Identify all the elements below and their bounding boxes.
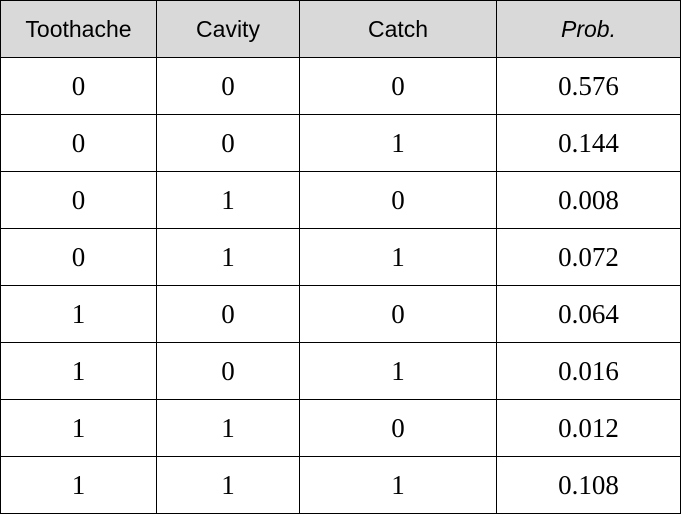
cell-cavity: 1 bbox=[156, 399, 300, 457]
cell-catch: 1 bbox=[299, 114, 497, 172]
header-probability: Prob. bbox=[496, 0, 681, 58]
table-row: 0 1 1 0.072 bbox=[0, 228, 681, 286]
cell-cavity: 0 bbox=[156, 57, 300, 115]
cell-probability: 0.576 bbox=[496, 57, 681, 115]
cell-probability: 0.144 bbox=[496, 114, 681, 172]
cell-toothache: 1 bbox=[0, 456, 157, 514]
cell-probability: 0.064 bbox=[496, 285, 681, 343]
cell-probability: 0.072 bbox=[496, 228, 681, 286]
cell-probability: 0.016 bbox=[496, 342, 681, 400]
table-body: 0 0 0 0.576 0 0 1 0.144 0 1 0 0.008 0 1 … bbox=[0, 57, 681, 514]
cell-toothache: 0 bbox=[0, 228, 157, 286]
header-toothache: Toothache bbox=[0, 0, 157, 58]
cell-probability: 0.012 bbox=[496, 399, 681, 457]
cell-toothache: 0 bbox=[0, 171, 157, 229]
cell-catch: 1 bbox=[299, 228, 497, 286]
cell-toothache: 1 bbox=[0, 342, 157, 400]
cell-catch: 0 bbox=[299, 57, 497, 115]
table-row: 1 1 0 0.012 bbox=[0, 399, 681, 457]
cell-catch: 0 bbox=[299, 399, 497, 457]
cell-toothache: 1 bbox=[0, 285, 157, 343]
table-row: 0 0 1 0.144 bbox=[0, 114, 681, 172]
cell-catch: 1 bbox=[299, 342, 497, 400]
table-header: Toothache Cavity Catch Prob. bbox=[0, 0, 681, 58]
cell-catch: 1 bbox=[299, 456, 497, 514]
cell-catch: 0 bbox=[299, 171, 497, 229]
cell-cavity: 1 bbox=[156, 456, 300, 514]
cell-cavity: 0 bbox=[156, 285, 300, 343]
cell-toothache: 0 bbox=[0, 114, 157, 172]
cell-toothache: 0 bbox=[0, 57, 157, 115]
table-row: 0 1 0 0.008 bbox=[0, 171, 681, 229]
header-row: Toothache Cavity Catch Prob. bbox=[0, 0, 681, 58]
table-row: 1 0 0 0.064 bbox=[0, 285, 681, 343]
cell-probability: 0.008 bbox=[496, 171, 681, 229]
cell-probability: 0.108 bbox=[496, 456, 681, 514]
header-catch: Catch bbox=[299, 0, 497, 58]
cell-cavity: 0 bbox=[156, 114, 300, 172]
cell-cavity: 0 bbox=[156, 342, 300, 400]
cell-toothache: 1 bbox=[0, 399, 157, 457]
table-row: 1 1 1 0.108 bbox=[0, 456, 681, 514]
table-row: 1 0 1 0.016 bbox=[0, 342, 681, 400]
cell-cavity: 1 bbox=[156, 171, 300, 229]
cell-cavity: 1 bbox=[156, 228, 300, 286]
header-cavity: Cavity bbox=[156, 0, 300, 58]
cell-catch: 0 bbox=[299, 285, 497, 343]
table-row: 0 0 0 0.576 bbox=[0, 57, 681, 115]
